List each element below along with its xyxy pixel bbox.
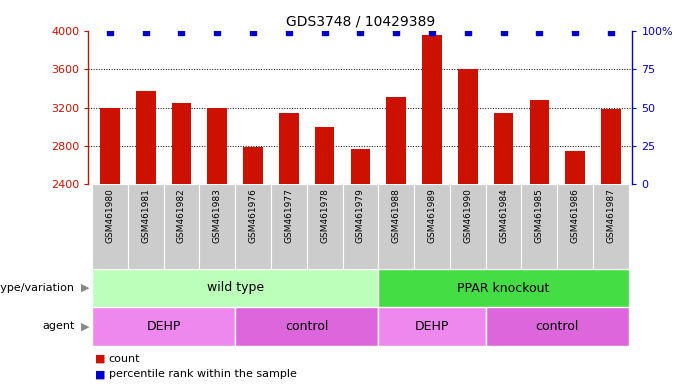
Bar xyxy=(494,113,513,184)
Bar xyxy=(601,109,621,184)
Bar xyxy=(530,100,549,184)
Text: ■: ■ xyxy=(95,369,105,379)
Text: GSM461983: GSM461983 xyxy=(213,189,222,243)
Bar xyxy=(378,307,486,346)
Text: GSM461982: GSM461982 xyxy=(177,189,186,243)
Bar xyxy=(450,184,486,269)
Title: GDS3748 / 10429389: GDS3748 / 10429389 xyxy=(286,14,435,28)
Bar xyxy=(92,269,378,307)
Bar xyxy=(378,184,414,269)
Bar xyxy=(422,35,442,184)
Text: GSM461981: GSM461981 xyxy=(141,189,150,243)
Bar xyxy=(235,307,378,346)
Bar xyxy=(593,184,629,269)
Bar xyxy=(128,184,164,269)
Bar xyxy=(235,184,271,269)
Bar xyxy=(565,151,585,184)
Bar xyxy=(271,184,307,269)
Bar xyxy=(486,307,629,346)
Bar xyxy=(92,307,235,346)
Bar xyxy=(164,184,199,269)
Bar xyxy=(386,97,406,184)
Text: agent: agent xyxy=(42,321,75,331)
Text: GSM461984: GSM461984 xyxy=(499,189,508,243)
Bar xyxy=(136,91,156,184)
Text: GSM461979: GSM461979 xyxy=(356,189,365,243)
Text: GSM461988: GSM461988 xyxy=(392,189,401,243)
Bar xyxy=(207,108,227,184)
Text: DEHP: DEHP xyxy=(146,320,181,333)
Text: GSM461980: GSM461980 xyxy=(105,189,114,243)
Bar xyxy=(522,184,557,269)
Text: GSM461989: GSM461989 xyxy=(428,189,437,243)
Bar xyxy=(458,69,477,184)
Text: wild type: wild type xyxy=(207,281,264,295)
Bar xyxy=(486,184,522,269)
Bar xyxy=(279,113,299,184)
Bar xyxy=(100,108,120,184)
Bar xyxy=(171,103,191,184)
Text: control: control xyxy=(536,320,579,333)
Text: ■: ■ xyxy=(95,354,105,364)
Bar xyxy=(343,184,378,269)
Bar xyxy=(315,127,335,184)
Text: GSM461985: GSM461985 xyxy=(535,189,544,243)
Text: GSM461990: GSM461990 xyxy=(463,189,473,243)
Text: count: count xyxy=(109,354,140,364)
Text: DEHP: DEHP xyxy=(415,320,449,333)
Text: GSM461977: GSM461977 xyxy=(284,189,293,243)
Text: GSM461986: GSM461986 xyxy=(571,189,579,243)
Bar xyxy=(351,149,370,184)
Text: GSM461978: GSM461978 xyxy=(320,189,329,243)
Text: PPAR knockout: PPAR knockout xyxy=(458,281,549,295)
Bar xyxy=(414,184,450,269)
Bar xyxy=(199,184,235,269)
Text: percentile rank within the sample: percentile rank within the sample xyxy=(109,369,296,379)
Bar xyxy=(243,147,263,184)
Text: GSM461976: GSM461976 xyxy=(248,189,258,243)
Bar xyxy=(378,269,629,307)
Bar xyxy=(92,184,128,269)
Bar xyxy=(307,184,343,269)
Text: GSM461987: GSM461987 xyxy=(607,189,615,243)
Text: ▶: ▶ xyxy=(81,321,89,331)
Bar xyxy=(557,184,593,269)
Text: genotype/variation: genotype/variation xyxy=(0,283,75,293)
Text: ▶: ▶ xyxy=(81,283,89,293)
Text: control: control xyxy=(285,320,328,333)
